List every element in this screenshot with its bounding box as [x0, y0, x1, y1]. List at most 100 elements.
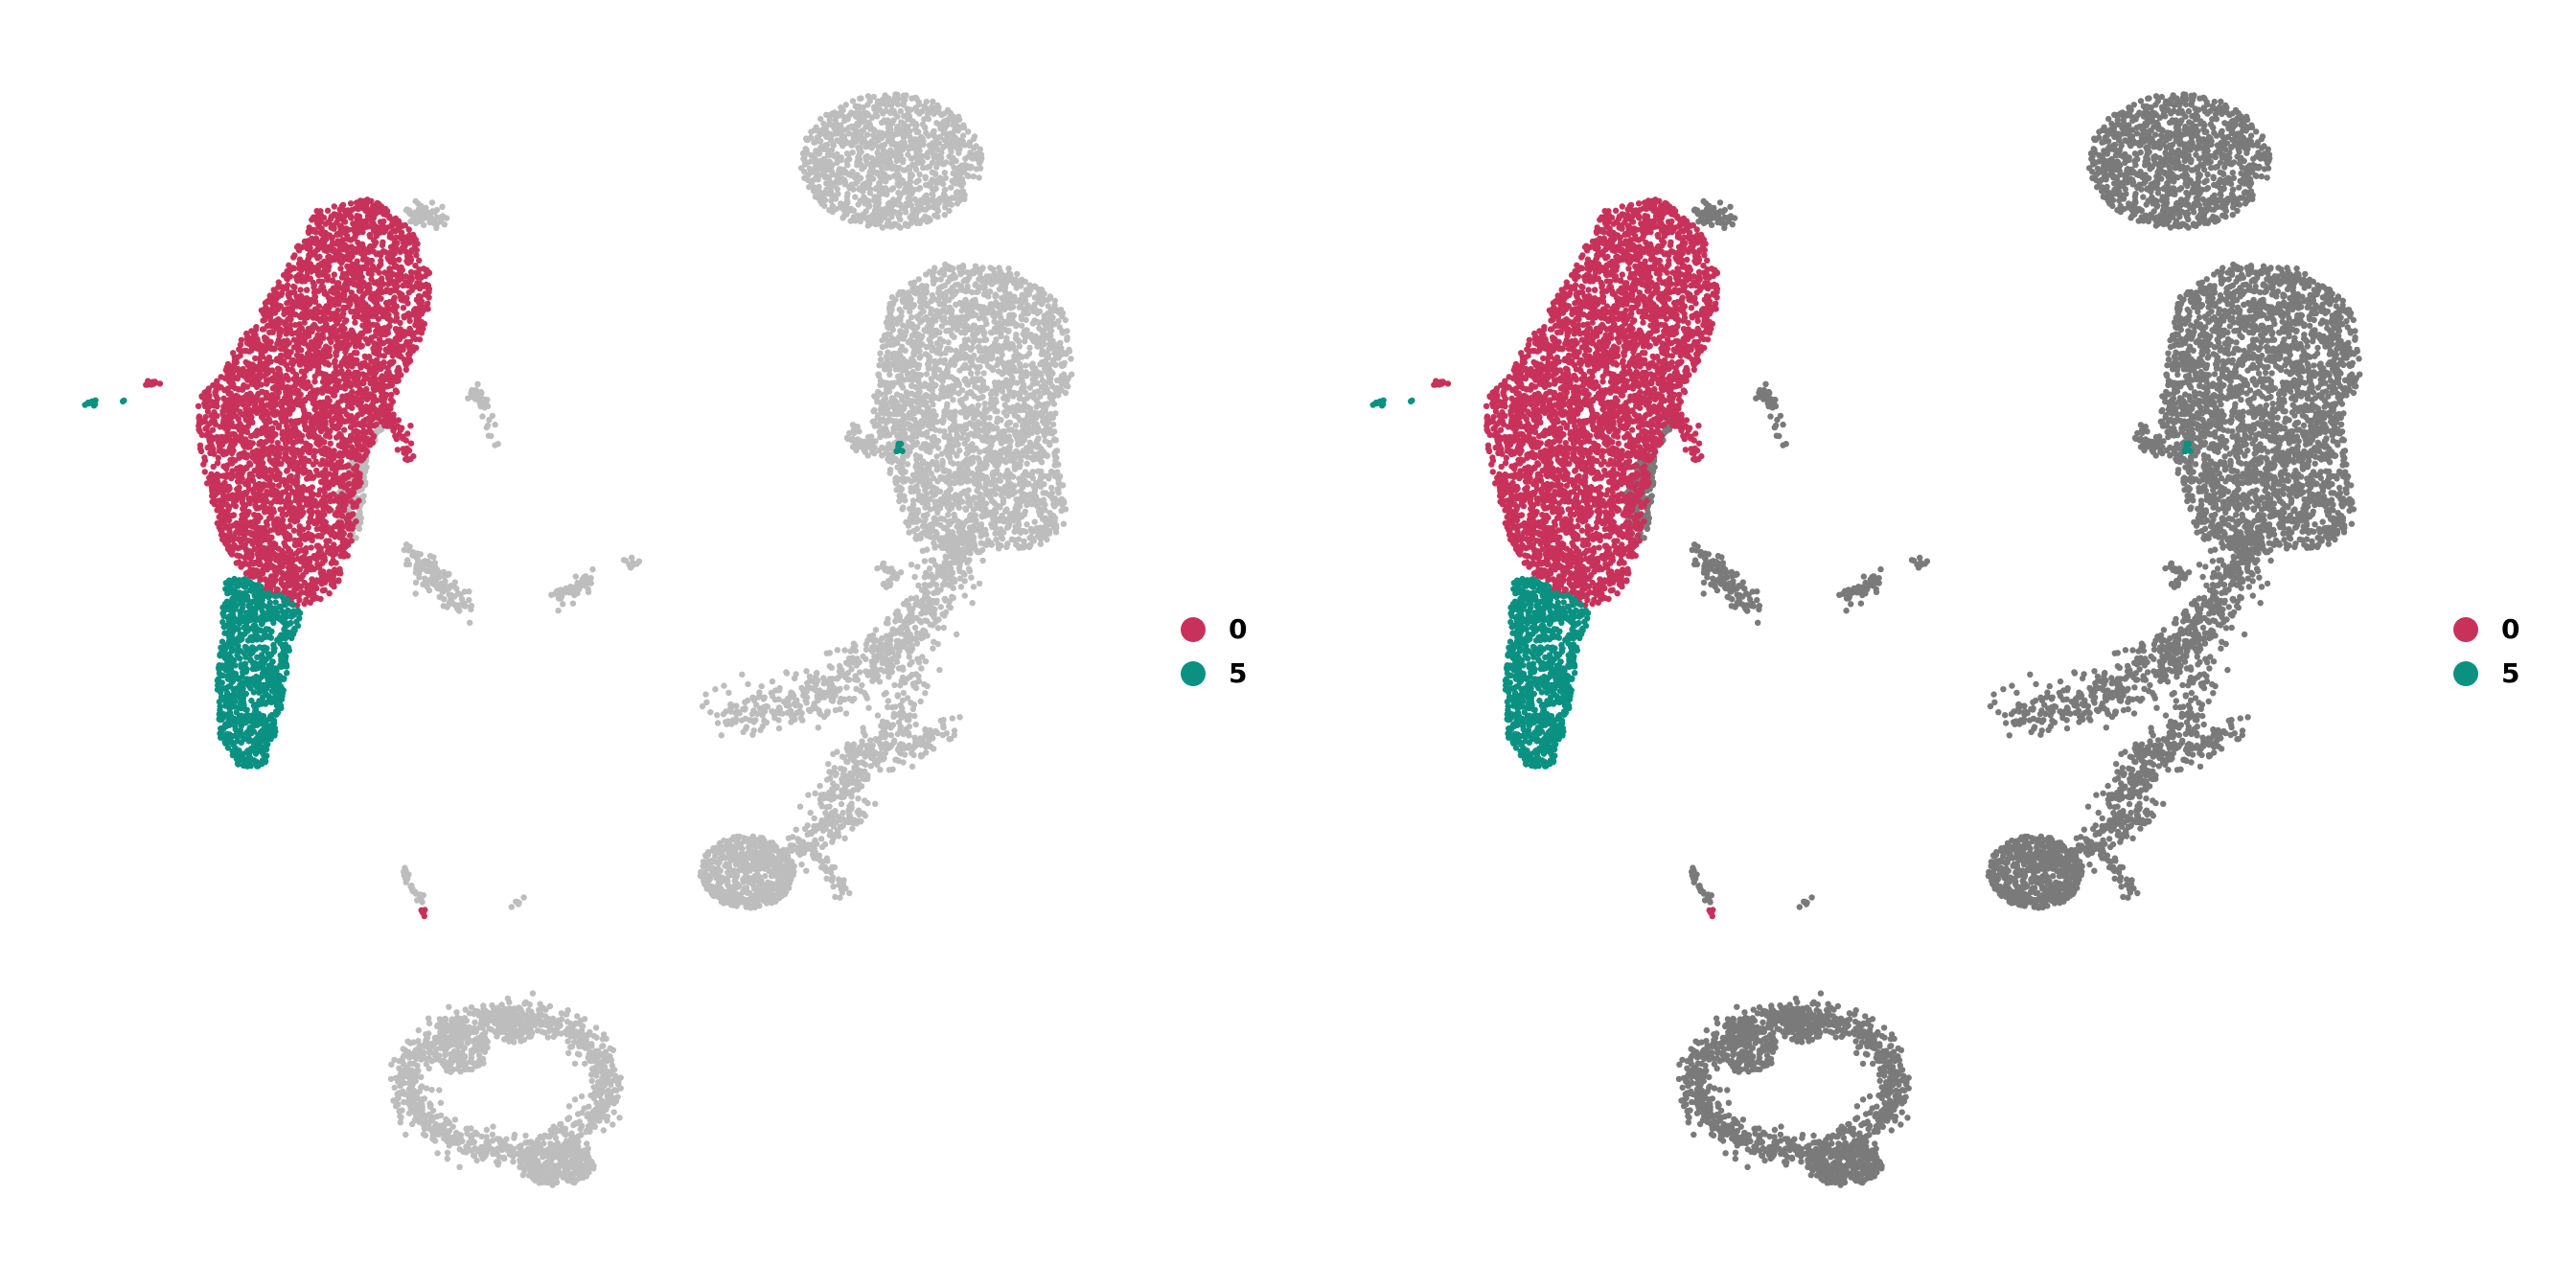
point-background	[941, 110, 948, 117]
point-background	[908, 212, 915, 218]
point-background	[954, 200, 961, 207]
point-background	[974, 369, 981, 376]
point-background	[1048, 484, 1055, 492]
point-background	[833, 172, 840, 178]
point-background	[872, 423, 880, 429]
point-background	[938, 391, 945, 398]
point-background	[812, 155, 818, 163]
point-background	[936, 133, 944, 141]
point-background	[953, 190, 960, 196]
point-background	[883, 389, 889, 397]
point-background	[883, 178, 889, 185]
point-background	[906, 529, 912, 536]
point-background	[823, 776, 831, 783]
point-background	[1025, 419, 1032, 426]
point-background	[900, 666, 907, 673]
point-background	[942, 174, 949, 181]
point-background	[1051, 495, 1059, 502]
point-background	[881, 171, 887, 177]
point-background	[1017, 512, 1024, 518]
point-background	[909, 497, 917, 504]
point-background	[1038, 327, 1046, 334]
point-background	[847, 754, 855, 761]
point-background	[894, 432, 901, 439]
point-background	[992, 483, 1000, 490]
point-background	[826, 789, 833, 796]
point-background	[883, 185, 889, 192]
point-background	[920, 401, 927, 408]
point-background	[826, 663, 833, 670]
point-background	[834, 137, 840, 144]
point-background	[910, 348, 918, 355]
point-background	[880, 110, 886, 117]
point-background	[940, 624, 947, 632]
point-background	[923, 392, 930, 399]
point-background	[699, 702, 706, 710]
point-background	[897, 107, 905, 115]
point-background	[969, 532, 976, 540]
point-background	[956, 714, 963, 721]
point-background	[855, 201, 862, 208]
point-background	[900, 504, 907, 511]
point-background	[1028, 536, 1036, 543]
point-background	[1050, 437, 1058, 444]
point-background	[1014, 270, 1021, 278]
point-background	[922, 174, 929, 182]
point-background	[940, 417, 947, 424]
point-background	[897, 741, 905, 748]
point-background	[1003, 524, 1011, 531]
point-background	[817, 145, 824, 151]
point-background	[1063, 351, 1070, 357]
point-background	[932, 618, 939, 626]
point-background	[899, 322, 907, 329]
point-background	[911, 741, 919, 748]
point-background	[918, 445, 925, 451]
point-background	[891, 681, 898, 689]
point-background	[957, 584, 965, 590]
point-background	[939, 610, 946, 618]
point-background	[921, 521, 928, 528]
point-background	[1011, 356, 1019, 362]
point-background	[918, 601, 925, 608]
point-background	[749, 731, 756, 738]
point-background	[877, 135, 884, 142]
point-background	[1041, 481, 1047, 488]
point-background	[805, 792, 812, 798]
point-background	[850, 134, 857, 141]
point-background	[847, 648, 854, 655]
point-background	[883, 119, 889, 126]
point-background	[911, 712, 918, 720]
point-background	[947, 553, 954, 560]
point-background	[917, 335, 925, 342]
point-background	[894, 201, 902, 208]
point-background	[933, 154, 941, 161]
point-background	[1046, 374, 1053, 380]
point-background	[1016, 503, 1024, 510]
point-background	[915, 128, 922, 135]
point-background	[1053, 377, 1061, 383]
point-background	[960, 313, 968, 321]
point-background	[937, 521, 944, 529]
point-background	[868, 753, 875, 760]
point-background	[1007, 454, 1015, 461]
point-background	[955, 264, 962, 271]
point-background	[867, 162, 874, 169]
point-background	[908, 303, 915, 310]
point-background	[775, 687, 783, 694]
point-background	[796, 803, 804, 810]
point-background	[861, 214, 867, 220]
point-background	[986, 423, 993, 429]
point-background	[887, 122, 894, 128]
point-background	[960, 555, 967, 563]
point-background	[1032, 333, 1039, 339]
point-background	[992, 491, 999, 497]
point-background	[894, 693, 901, 700]
point-background	[927, 521, 933, 528]
point-background	[867, 671, 874, 678]
point-background	[1033, 398, 1041, 404]
point-background	[934, 197, 941, 204]
point-background	[842, 169, 849, 175]
point-background	[1051, 360, 1059, 368]
point-background	[748, 710, 756, 718]
point-background	[883, 353, 890, 360]
